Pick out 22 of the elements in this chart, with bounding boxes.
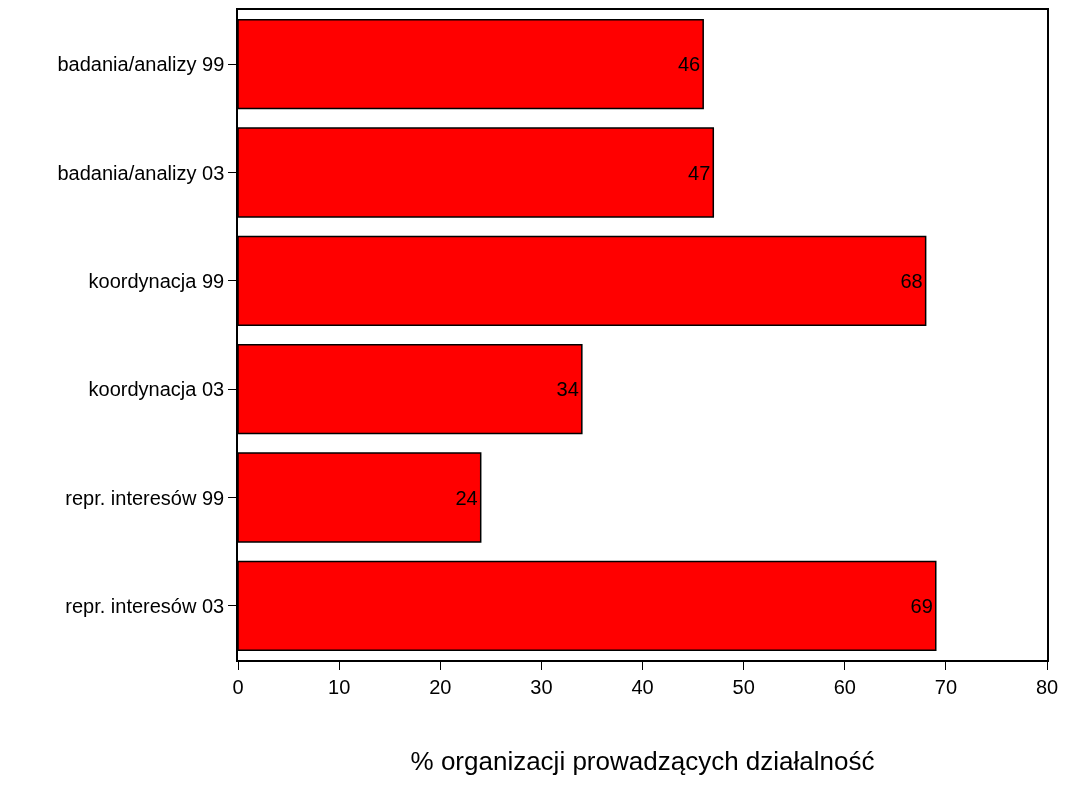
- data-label: 68: [900, 269, 923, 292]
- data-label: 34: [556, 378, 579, 401]
- x-axis-title: % organizacji prowadzących działalność: [410, 745, 875, 776]
- x-tick-label: 50: [732, 675, 755, 698]
- x-tick-label: 10: [328, 675, 351, 698]
- y-tick-label: koordynacja 03: [88, 378, 225, 401]
- y-tick-label: badania/analizy 99: [57, 53, 225, 76]
- x-tick-label: 40: [631, 675, 654, 698]
- y-tick-label: badania/analizy 03: [57, 161, 225, 184]
- y-tick-label: repr. interesów 99: [65, 486, 225, 509]
- data-label: 47: [688, 161, 711, 184]
- x-tick-label: 80: [1035, 675, 1059, 698]
- x-tick-label: 60: [833, 675, 856, 698]
- x-tick-label: 20: [429, 675, 452, 698]
- y-tick-label: koordynacja 99: [88, 269, 225, 292]
- x-tick-label: 0: [232, 675, 244, 698]
- data-label: 46: [677, 53, 701, 76]
- y-tick-label: repr. interesów 03: [65, 594, 225, 617]
- x-tick-label: 30: [530, 675, 553, 698]
- x-tick-label: 70: [934, 675, 958, 698]
- data-label: 69: [910, 594, 933, 617]
- data-label: 24: [455, 486, 478, 509]
